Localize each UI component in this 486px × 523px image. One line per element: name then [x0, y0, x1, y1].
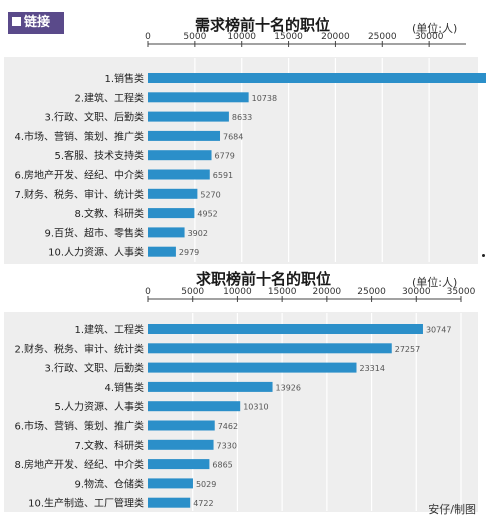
- category-label: 5.客服、技术支持类: [54, 149, 144, 162]
- chart2-unit: (单位:人): [412, 276, 458, 289]
- category-label: 1.建筑、工程类: [74, 323, 144, 336]
- bar: [148, 208, 195, 219]
- value-label: 8633: [232, 113, 252, 122]
- category-label: 6.市场、营销、策划、推广类: [14, 420, 144, 433]
- bar: [148, 401, 241, 412]
- value-label: 5029: [196, 480, 216, 489]
- category-label: 9.百货、超市、零售类: [44, 226, 144, 239]
- chart1-unit: (单位:人): [412, 22, 458, 35]
- bar: [148, 130, 221, 141]
- value-label: 27257: [395, 345, 420, 354]
- bar: [148, 246, 176, 257]
- bar: [148, 343, 392, 354]
- value-label: 23314: [359, 364, 384, 373]
- x-tick-label: 10000: [223, 287, 252, 297]
- category-label: 1.销售类: [104, 72, 144, 85]
- bar: [148, 92, 249, 103]
- category-label: 6.房地产开发、经纪、中介类: [14, 169, 144, 182]
- value-label: 6779: [215, 152, 235, 161]
- stray-dot: [482, 254, 485, 257]
- value-label: 5270: [200, 190, 220, 199]
- x-tick-label: 35000: [447, 287, 476, 297]
- x-tick-label: 30000: [402, 287, 431, 297]
- value-label: 4952: [197, 210, 217, 219]
- bar: [148, 439, 214, 450]
- x-tick-label: 0: [145, 32, 151, 42]
- bar: [148, 73, 486, 83]
- bar: [148, 227, 185, 238]
- category-label: 5.人力资源、人事类: [54, 400, 144, 413]
- category-label: 3.行政、文职、后勤类: [44, 111, 144, 124]
- x-tick-label: 30000: [415, 32, 444, 42]
- category-label: 2.财务、税务、审计、统计类: [14, 342, 144, 355]
- credit: 安仔/制图: [428, 503, 476, 516]
- category-label: 7.文教、科研类: [74, 439, 144, 452]
- value-label: 7684: [223, 132, 243, 141]
- value-label: 3902: [188, 229, 208, 238]
- value-label: 30747: [426, 326, 451, 335]
- value-label: 4722: [193, 499, 213, 508]
- value-label: 6591: [213, 171, 233, 180]
- chart1-title: 需求榜前十名的职位: [195, 16, 331, 34]
- chart2-title: 求职榜前十名的职位: [196, 270, 332, 288]
- bar: [148, 381, 273, 392]
- value-label: 7330: [217, 441, 237, 450]
- value-label: 10310: [243, 403, 268, 412]
- square-icon: [12, 17, 21, 26]
- category-label: 10.生产制造、工厂管理类: [28, 497, 144, 510]
- value-label: 7462: [218, 422, 238, 431]
- bar: [148, 459, 210, 470]
- category-label: 8.房地产开发、经纪、中介类: [14, 458, 144, 471]
- x-tick-label: 20000: [321, 32, 350, 42]
- category-label: 4.销售类: [104, 381, 144, 394]
- x-tick-label: 5000: [181, 287, 204, 297]
- category-label: 2.建筑、工程类: [74, 91, 144, 104]
- category-label: 9.物流、仓储类: [74, 477, 144, 490]
- bar: [148, 478, 193, 489]
- x-tick-label: 25000: [357, 287, 386, 297]
- value-label: 10738: [252, 94, 277, 103]
- category-label: 3.行政、文职、后勤类: [44, 362, 144, 375]
- demand-chart: 0500010000150002000025000300001.销售类36219…: [14, 32, 486, 262]
- category-label: 7.财务、税务、审计、统计类: [14, 188, 144, 201]
- value-label: 6865: [212, 461, 232, 470]
- x-tick-label: 0: [145, 287, 151, 297]
- value-label: 2979: [179, 248, 199, 257]
- bar: [148, 169, 210, 180]
- value-label: 13926: [276, 383, 301, 392]
- x-tick-label: 10000: [227, 32, 256, 42]
- bar: [148, 111, 229, 122]
- chart1-panel: [4, 57, 478, 264]
- x-tick-label: 15000: [268, 287, 297, 297]
- link-tag-label: 链接: [24, 15, 51, 30]
- x-tick-label: 5000: [183, 32, 206, 42]
- x-tick-label: 25000: [368, 32, 397, 42]
- x-tick-label: 20000: [313, 287, 342, 297]
- category-label: 10.人力资源、人事类: [48, 246, 144, 259]
- bar: [148, 420, 215, 431]
- bar: [148, 362, 357, 373]
- category-label: 8.文教、科研类: [74, 207, 144, 220]
- bar: [148, 324, 423, 334]
- link-tag: 链接: [8, 12, 64, 34]
- bar: [148, 497, 191, 508]
- x-tick-label: 15000: [274, 32, 303, 42]
- bar: [148, 188, 198, 199]
- bar: [148, 150, 212, 161]
- category-label: 4.市场、营销、策划、推广类: [14, 130, 144, 143]
